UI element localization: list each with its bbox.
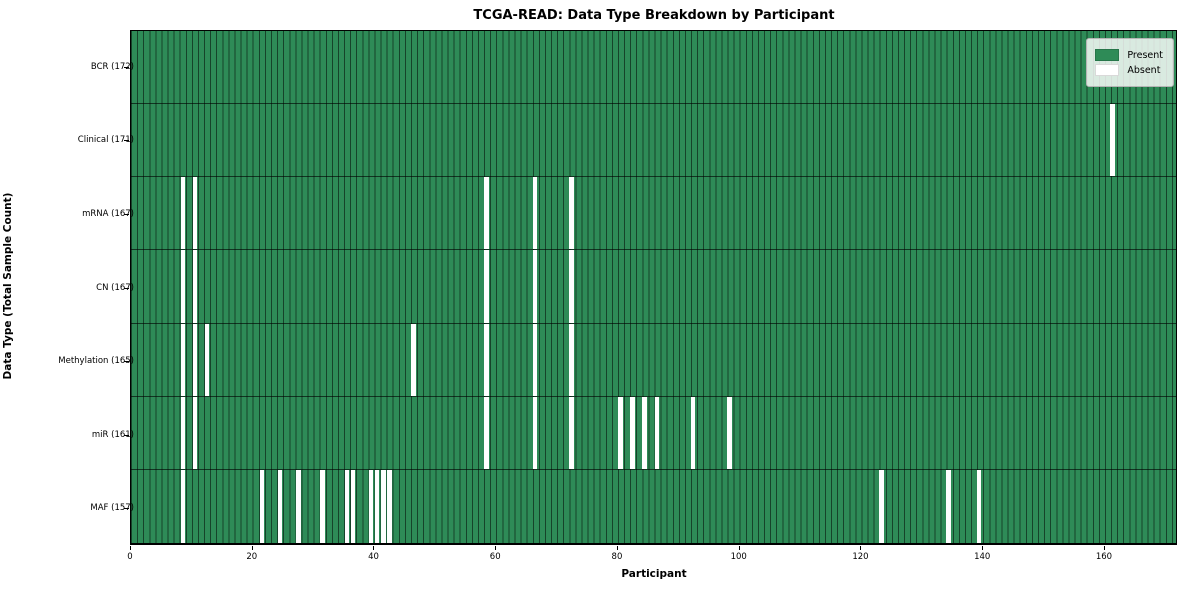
- y-tick-mark: [124, 140, 129, 142]
- x-axis-label: Participant: [621, 568, 687, 580]
- legend-label-absent: Absent: [1127, 64, 1161, 76]
- absent-cell: [368, 469, 374, 543]
- absent-cell: [532, 396, 538, 469]
- absent-cell: [180, 250, 186, 323]
- absent-cell: [180, 177, 186, 250]
- absent-cell: [484, 323, 489, 396]
- absent-cell: [192, 177, 198, 250]
- absent-cell: [532, 323, 538, 396]
- x-tick-mark: [616, 546, 618, 550]
- x-tick-label: 0: [127, 552, 133, 562]
- absent-cell: [180, 323, 186, 396]
- heatmap-row-Clinical: [131, 104, 1176, 178]
- present-swatch: [1095, 49, 1120, 61]
- y-tick-mark: [124, 508, 129, 510]
- absent-cell: [569, 177, 574, 250]
- absent-swatch: [1095, 64, 1120, 76]
- heatmap-row-BCR: [131, 31, 1176, 105]
- absent-cell: [569, 396, 574, 469]
- x-tick-label: 80: [611, 552, 623, 562]
- heatmap-plot-area: [130, 30, 1177, 545]
- x-tick-mark: [738, 546, 740, 550]
- absent-cell: [484, 250, 489, 323]
- heatmap-row-MAF: [131, 469, 1176, 543]
- y-tick-mark: [124, 361, 129, 363]
- x-tick-mark: [130, 546, 131, 550]
- legend-item-absent: Absent: [1095, 64, 1163, 76]
- x-tick-mark: [373, 546, 375, 550]
- absent-cell: [180, 469, 186, 543]
- legend: Present Absent: [1086, 38, 1174, 87]
- y-tick-mark: [124, 213, 129, 215]
- absent-cell: [569, 323, 574, 396]
- absent-cell: [484, 396, 489, 469]
- y-tick-label: CN (167): [96, 282, 134, 293]
- absent-cell: [1110, 104, 1115, 177]
- legend-label-present: Present: [1127, 49, 1163, 61]
- absent-cell: [192, 396, 198, 469]
- absent-cell: [180, 396, 186, 469]
- y-tick-label: Clinical (171): [77, 135, 134, 146]
- legend-item-present: Present: [1095, 49, 1163, 61]
- absent-cell: [976, 469, 981, 543]
- absent-cell: [690, 396, 696, 469]
- y-tick-mark: [124, 434, 129, 436]
- x-tick-label: 40: [368, 552, 379, 562]
- absent-cell: [192, 250, 198, 323]
- absent-cell: [879, 469, 884, 543]
- absent-cell: [484, 177, 489, 250]
- x-tick-mark: [982, 546, 984, 550]
- absent-cell: [654, 396, 659, 469]
- absent-cell: [387, 469, 392, 543]
- absent-cell: [350, 469, 356, 543]
- absent-cell: [642, 396, 647, 469]
- absent-cell: [630, 396, 635, 469]
- x-tick-label: 20: [246, 552, 258, 562]
- absent-cell: [532, 250, 538, 323]
- heatmap-row-mRNA: [131, 177, 1176, 251]
- x-tick-mark: [860, 546, 862, 550]
- absent-cell: [344, 469, 350, 543]
- y-axis-label: Data Type (Total Sample Count): [2, 192, 14, 380]
- absent-cell: [618, 396, 623, 469]
- y-tick-label: BCR (172): [90, 61, 134, 72]
- heatmap-row-miR: [131, 396, 1176, 470]
- absent-cell: [320, 469, 325, 543]
- absent-cell: [727, 396, 732, 469]
- y-tick-mark: [124, 287, 129, 289]
- x-tick-mark: [495, 546, 497, 550]
- absent-cell: [532, 177, 538, 250]
- x-tick-label: 100: [730, 552, 747, 562]
- absent-cell: [946, 469, 951, 543]
- absent-cell: [375, 469, 380, 543]
- y-tick-mark: [124, 66, 129, 68]
- y-tick-label: Methylation (165): [58, 356, 134, 367]
- x-tick-label: 120: [852, 552, 869, 562]
- absent-cell: [259, 469, 265, 543]
- y-tick-label: mRNA (167): [82, 208, 134, 219]
- absent-cell: [411, 323, 416, 396]
- x-tick-label: 160: [1095, 552, 1113, 562]
- absent-cell: [192, 323, 198, 396]
- absent-cell: [204, 323, 210, 396]
- x-tick-mark: [1103, 546, 1105, 550]
- heatmap-row-Methylation: [131, 323, 1176, 397]
- heatmap-row-CN: [131, 250, 1176, 324]
- y-tick-label: MAF (157): [90, 503, 134, 514]
- chart-title: TCGA-READ: Data Type Breakdown by Partic…: [473, 8, 835, 23]
- absent-cell: [277, 469, 283, 543]
- x-tick-label: 60: [489, 552, 501, 562]
- absent-cell: [381, 469, 386, 543]
- y-tick-label: miR (161): [91, 429, 134, 440]
- absent-cell: [569, 250, 574, 323]
- absent-cell: [296, 469, 301, 543]
- x-tick-label: 140: [974, 552, 991, 562]
- x-tick-mark: [251, 546, 253, 550]
